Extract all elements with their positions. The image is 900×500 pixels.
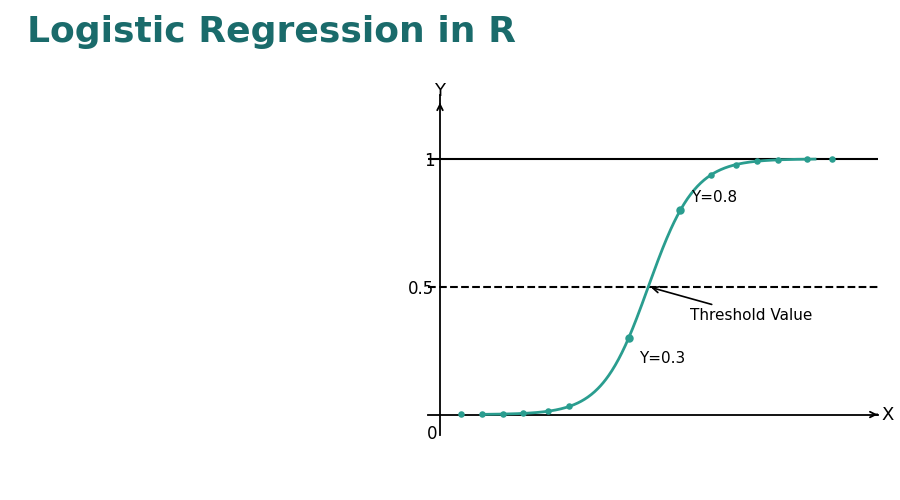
Point: [622, 334, 636, 342]
Point: [750, 158, 764, 166]
Text: Threshold Value: Threshold Value: [652, 286, 813, 323]
Point: [770, 156, 785, 164]
Text: Y=0.8: Y=0.8: [691, 190, 737, 205]
Point: [454, 410, 468, 418]
Point: [516, 410, 530, 418]
Text: Y: Y: [435, 82, 446, 100]
Point: [495, 410, 509, 418]
Point: [729, 160, 743, 168]
Text: 0: 0: [428, 425, 437, 443]
Point: [541, 407, 555, 415]
Point: [673, 206, 688, 214]
Text: Logistic Regression in R: Logistic Regression in R: [27, 15, 516, 49]
Point: [474, 410, 489, 418]
Text: X: X: [882, 406, 894, 423]
Point: [824, 155, 839, 163]
Point: [562, 402, 576, 410]
Point: [799, 155, 814, 163]
Text: Y=0.3: Y=0.3: [639, 350, 686, 366]
Point: [704, 171, 718, 179]
